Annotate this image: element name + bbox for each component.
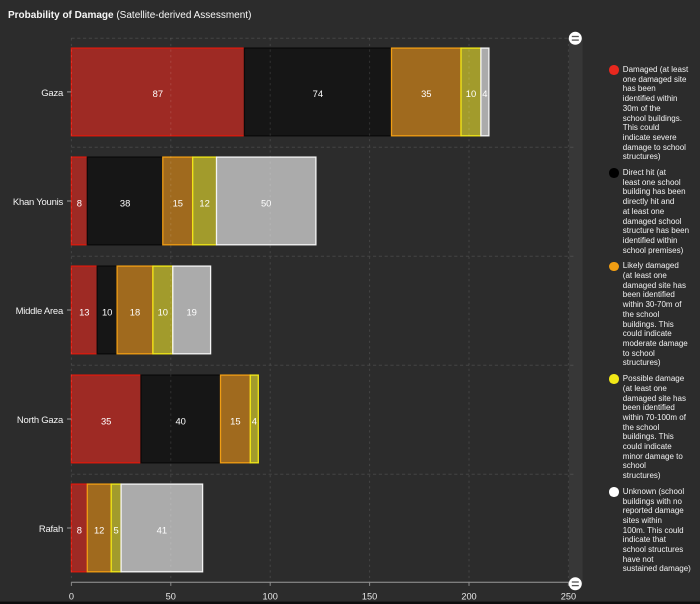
svg-text:10: 10 [466, 88, 476, 99]
svg-text:50: 50 [166, 591, 176, 601]
svg-text:8: 8 [77, 524, 82, 535]
svg-text:18: 18 [130, 306, 140, 317]
svg-text:35: 35 [101, 415, 111, 426]
svg-text:12: 12 [94, 524, 104, 535]
svg-text:100: 100 [263, 591, 278, 601]
svg-text:8: 8 [77, 197, 82, 208]
svg-text:12: 12 [199, 197, 209, 208]
svg-text:41: 41 [157, 524, 167, 535]
svg-text:74: 74 [313, 88, 323, 99]
svg-text:19: 19 [186, 306, 196, 317]
svg-text:10: 10 [102, 306, 112, 317]
svg-text:15: 15 [230, 415, 240, 426]
svg-text:Rafah: Rafah [39, 524, 63, 535]
svg-text:50: 50 [261, 197, 271, 208]
svg-text:13: 13 [79, 306, 89, 317]
svg-text:0: 0 [69, 591, 74, 601]
svg-text:10: 10 [158, 306, 168, 317]
svg-text:Gaza: Gaza [41, 88, 64, 99]
svg-text:Middle Area: Middle Area [16, 306, 64, 317]
svg-text:35: 35 [421, 88, 431, 99]
svg-text:4: 4 [482, 88, 487, 99]
svg-text:15: 15 [173, 197, 183, 208]
svg-text:250: 250 [561, 591, 576, 601]
svg-text:Khan Younis: Khan Younis [13, 197, 64, 208]
svg-text:5: 5 [113, 524, 118, 535]
svg-text:38: 38 [120, 197, 130, 208]
svg-text:40: 40 [175, 415, 185, 426]
svg-text:North Gaza: North Gaza [17, 415, 64, 426]
svg-text:200: 200 [461, 591, 476, 601]
svg-text:87: 87 [153, 88, 163, 99]
svg-text:150: 150 [362, 591, 377, 601]
svg-text:4: 4 [252, 415, 257, 426]
